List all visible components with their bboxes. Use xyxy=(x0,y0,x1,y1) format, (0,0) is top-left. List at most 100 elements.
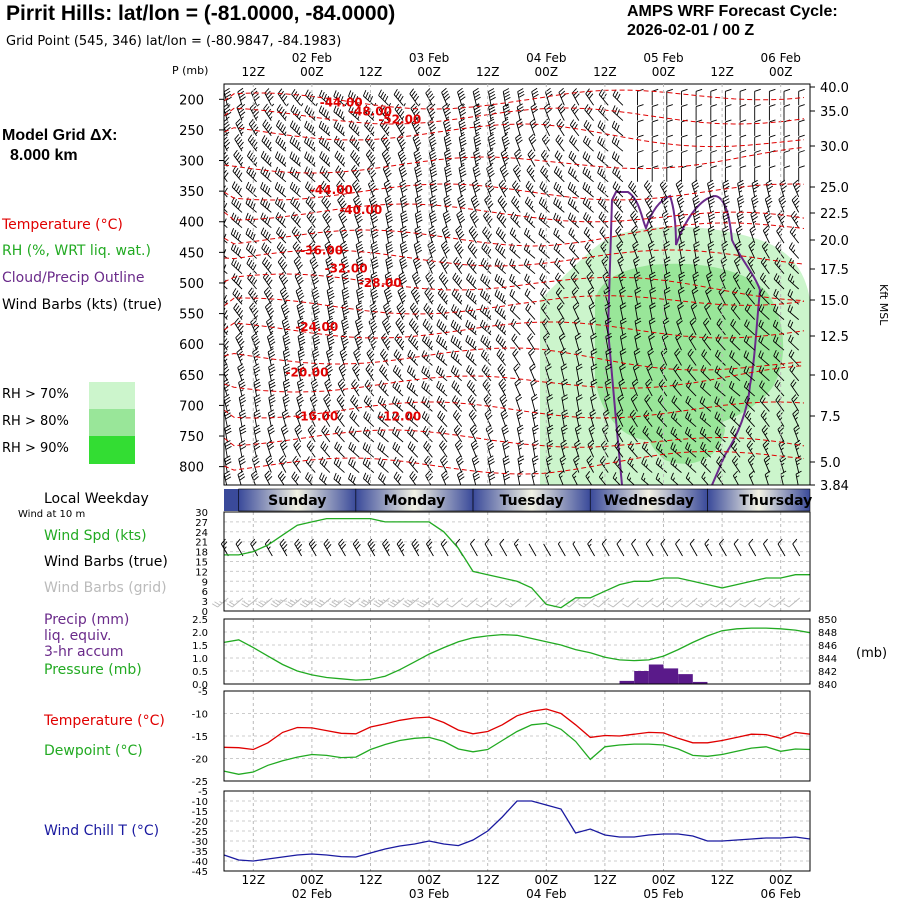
wind-barb xyxy=(525,303,536,320)
wind-barb xyxy=(643,410,653,427)
wind-barb xyxy=(421,350,433,366)
wind-barb xyxy=(238,378,246,397)
wind-barb xyxy=(736,210,745,228)
weekday-label: Wednesday xyxy=(604,493,694,509)
wind-barb xyxy=(487,470,496,485)
wind-barb xyxy=(409,88,421,107)
wind-barb xyxy=(514,149,522,167)
wind-barb xyxy=(787,289,799,305)
wind-barb xyxy=(663,256,671,274)
wind-barb xyxy=(224,409,232,427)
local-weekday-label: Local Weekday xyxy=(44,491,149,507)
wind-barb xyxy=(439,440,448,458)
wind-barb xyxy=(267,409,276,427)
wind-barb xyxy=(651,597,669,608)
wind-barb xyxy=(637,104,644,121)
wind-barb xyxy=(473,149,482,167)
wind-barb xyxy=(498,378,507,397)
wind-barb xyxy=(266,317,275,336)
wind-barb xyxy=(293,440,302,458)
wind-barb xyxy=(264,302,275,320)
wind-barb xyxy=(516,103,525,121)
wind-barb xyxy=(695,165,703,182)
wind-barb xyxy=(392,441,404,458)
wind-barb xyxy=(268,394,276,412)
top-hour-label: 00Z xyxy=(652,65,676,79)
wind-barb xyxy=(499,164,509,182)
wind-barb xyxy=(398,271,407,290)
wind-barb xyxy=(670,472,679,485)
wind-barb xyxy=(211,597,229,608)
wind-barb xyxy=(349,410,360,428)
rh-80-label: RH > 80% xyxy=(2,414,69,429)
wind-barb xyxy=(250,87,260,107)
wind-barb xyxy=(279,538,288,557)
wind-barb xyxy=(425,88,436,107)
wind-barb xyxy=(421,334,433,351)
wind-barb xyxy=(304,105,316,121)
wind-barb xyxy=(556,302,565,320)
wind-barb xyxy=(528,543,537,557)
wind-barb xyxy=(632,240,639,259)
wind-barb xyxy=(710,119,717,136)
wind-barb xyxy=(461,597,478,608)
bottom-hour-label: 00Z xyxy=(535,873,559,887)
wind-barb xyxy=(558,87,567,106)
wind-barb xyxy=(554,272,565,290)
wind-barb xyxy=(707,241,715,259)
wind-barb xyxy=(783,104,791,121)
wind-barb xyxy=(614,440,624,458)
wind-barb xyxy=(747,455,756,473)
wind-barb xyxy=(354,332,363,351)
wind-barb xyxy=(484,538,493,557)
temperature-contour-label: -24.00 xyxy=(295,320,338,334)
temperature-contour-label: -52.00 xyxy=(378,113,421,127)
wind-barb xyxy=(334,425,345,443)
wind-barb xyxy=(678,241,686,259)
wind-barb xyxy=(297,317,306,335)
wind-barb xyxy=(681,134,688,152)
wind-barb xyxy=(260,182,272,198)
pressure-legend: Pressure (mb) xyxy=(44,662,142,678)
wind-barb xyxy=(572,302,580,320)
wind-barb xyxy=(333,457,345,473)
wind-barb xyxy=(387,597,405,608)
wind-barb xyxy=(618,378,626,397)
wind-barb xyxy=(699,411,712,428)
wind-barb xyxy=(567,182,580,198)
wind-barb xyxy=(678,256,686,274)
wind-barb xyxy=(392,364,404,382)
wind-barb xyxy=(666,104,673,121)
wind-barb xyxy=(423,303,434,320)
temperature-contour xyxy=(224,89,805,110)
wind-barb xyxy=(758,319,770,336)
wind-barb xyxy=(319,165,331,183)
wind-barb xyxy=(585,471,593,485)
wind-barb xyxy=(774,379,785,397)
wind-barb xyxy=(454,241,464,259)
wind-barb xyxy=(768,597,786,608)
wind-barb xyxy=(392,426,404,443)
wind-barb xyxy=(230,243,243,259)
wind-barb xyxy=(706,256,714,274)
wind-barb xyxy=(509,243,521,259)
bottom-hour-label: 00Z xyxy=(652,873,676,887)
wind-barb xyxy=(412,133,422,152)
wind-barb xyxy=(656,410,668,428)
wind-barb xyxy=(299,597,317,608)
temperature-contour-label: -40.00 xyxy=(339,203,382,217)
bottom-day-label: 03 Feb xyxy=(409,887,449,900)
wind-barb xyxy=(356,256,365,274)
wind-barb xyxy=(656,426,668,443)
wind-barb xyxy=(253,409,262,427)
wind-barb xyxy=(748,240,756,259)
wind-barb xyxy=(465,335,477,351)
wind-barb xyxy=(495,242,507,259)
wind-barb xyxy=(341,287,350,305)
wind-barb xyxy=(236,103,246,121)
wind-barb xyxy=(585,256,594,274)
temperature-contour xyxy=(224,249,805,267)
wind-barb xyxy=(238,455,246,473)
wind-barb xyxy=(487,149,496,167)
wind-barb xyxy=(768,119,776,136)
